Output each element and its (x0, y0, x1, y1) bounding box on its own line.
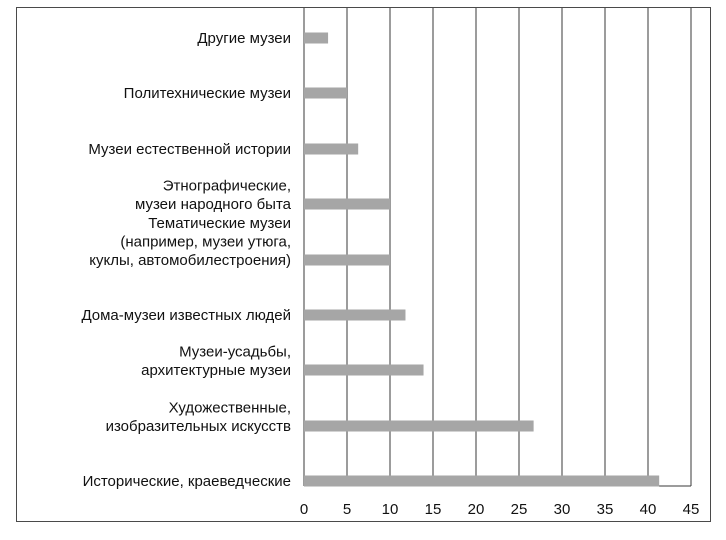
x-tick-label: 10 (382, 501, 399, 518)
category-label: Музеи естественной истории (88, 141, 291, 158)
grid-lines (303, 8, 692, 487)
category-label: Тематические музеи (например, музеи утюга… (89, 215, 291, 269)
bar (304, 32, 329, 44)
x-tick-labels: 0 5 10 15 20 25 30 35 40 45 (300, 501, 700, 518)
category-label: Музеи-усадьбы, архитектурные музеи (141, 344, 291, 380)
x-tick-label: 45 (683, 501, 700, 518)
category-labels: Другие музеи Политехнические музеи Музеи е… (81, 30, 291, 490)
bar (304, 309, 406, 321)
category-label: Художественные, изобразительных искусств (106, 400, 291, 436)
bar (304, 254, 390, 266)
category-label: Другие музеи (197, 30, 291, 47)
x-tick-label: 40 (640, 501, 657, 518)
bar (304, 87, 347, 99)
x-tick-label: 20 (468, 501, 485, 518)
bar (304, 143, 359, 155)
x-tick-label: 25 (511, 501, 528, 518)
x-tick-label: 0 (300, 501, 308, 518)
category-label: Политехнические музеи (124, 85, 291, 102)
category-label: Дома-музеи известных людей (81, 307, 291, 324)
bars (304, 32, 660, 487)
category-label: Исторические, краеведческие (83, 473, 291, 490)
x-tick-label: 5 (343, 501, 351, 518)
bar (304, 475, 660, 487)
x-tick-label: 30 (554, 501, 571, 518)
category-label: Этнографические, музеи народного быта (135, 178, 292, 214)
x-tick-label: 15 (425, 501, 442, 518)
bar (304, 420, 534, 432)
bar (304, 198, 390, 210)
x-tick-label: 35 (597, 501, 614, 518)
bar (304, 364, 424, 376)
